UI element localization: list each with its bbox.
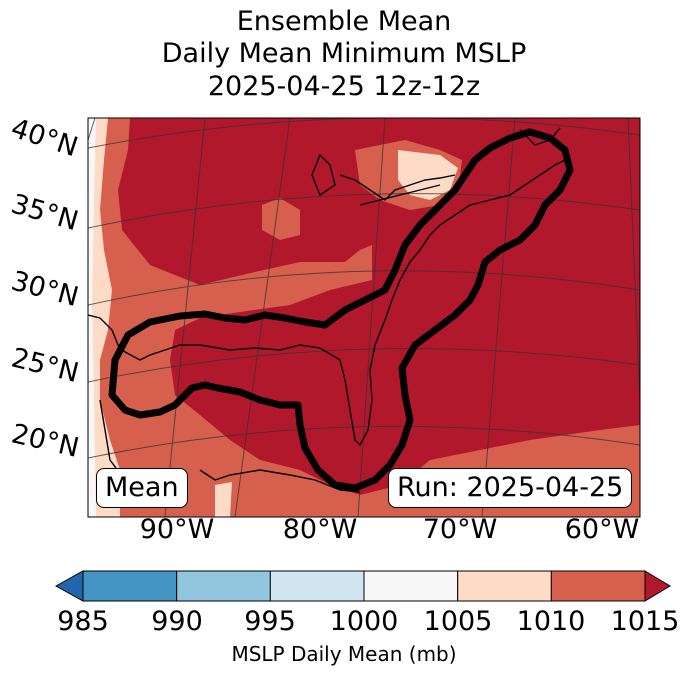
cbar-tick-990: 990 <box>151 606 203 637</box>
contour-line <box>108 128 574 492</box>
field-995-1000 <box>88 118 96 517</box>
title-line-3: 2025-04-25 12z-12z <box>207 71 481 102</box>
cbar-bin-1010-1015 <box>550 570 646 602</box>
cbar-bin-985-990 <box>82 570 178 602</box>
lon-label-90w: 90°W <box>139 514 215 545</box>
field-1005-1010-b <box>262 198 300 240</box>
cbar-bin-995-1000 <box>269 570 365 602</box>
field-1000-1005 <box>88 118 120 517</box>
map-frame <box>87 117 641 518</box>
lon-label-80w: 80°W <box>282 514 358 545</box>
lon-label-60w: 60°W <box>564 514 640 545</box>
lon-label-70w: 70°W <box>422 514 498 545</box>
field-1000-1005-north <box>398 150 458 200</box>
title-line-2: Daily Mean Minimum MSLP <box>161 38 527 69</box>
cbar-tick-985: 985 <box>57 606 109 637</box>
cbar-tick-1005: 1005 <box>423 606 493 637</box>
cbar-extend-high <box>644 570 671 602</box>
cbar-extend-low <box>54 570 84 602</box>
colorbar-label: MSLP Daily Mean (mb) <box>231 642 457 666</box>
colorbar <box>54 570 671 602</box>
cbar-bin-990-995 <box>176 570 271 602</box>
cbar-tick-995: 995 <box>244 606 296 637</box>
cbar-tick-1010: 1010 <box>516 606 586 637</box>
graticule <box>88 118 640 517</box>
run-label-box: Run: 2025-04-25 <box>388 468 633 508</box>
cbar-tick-1015: 1015 <box>610 606 680 637</box>
cbar-bin-1005-1010 <box>457 570 552 602</box>
mean-label-box: Mean <box>96 468 188 508</box>
cbar-tick-1000: 1000 <box>329 606 399 637</box>
cbar-bin-1000-1005 <box>363 570 459 602</box>
field-1000-1005-south <box>215 482 232 517</box>
map-panel <box>88 118 640 517</box>
title-line-1: Ensemble Mean <box>236 6 452 37</box>
